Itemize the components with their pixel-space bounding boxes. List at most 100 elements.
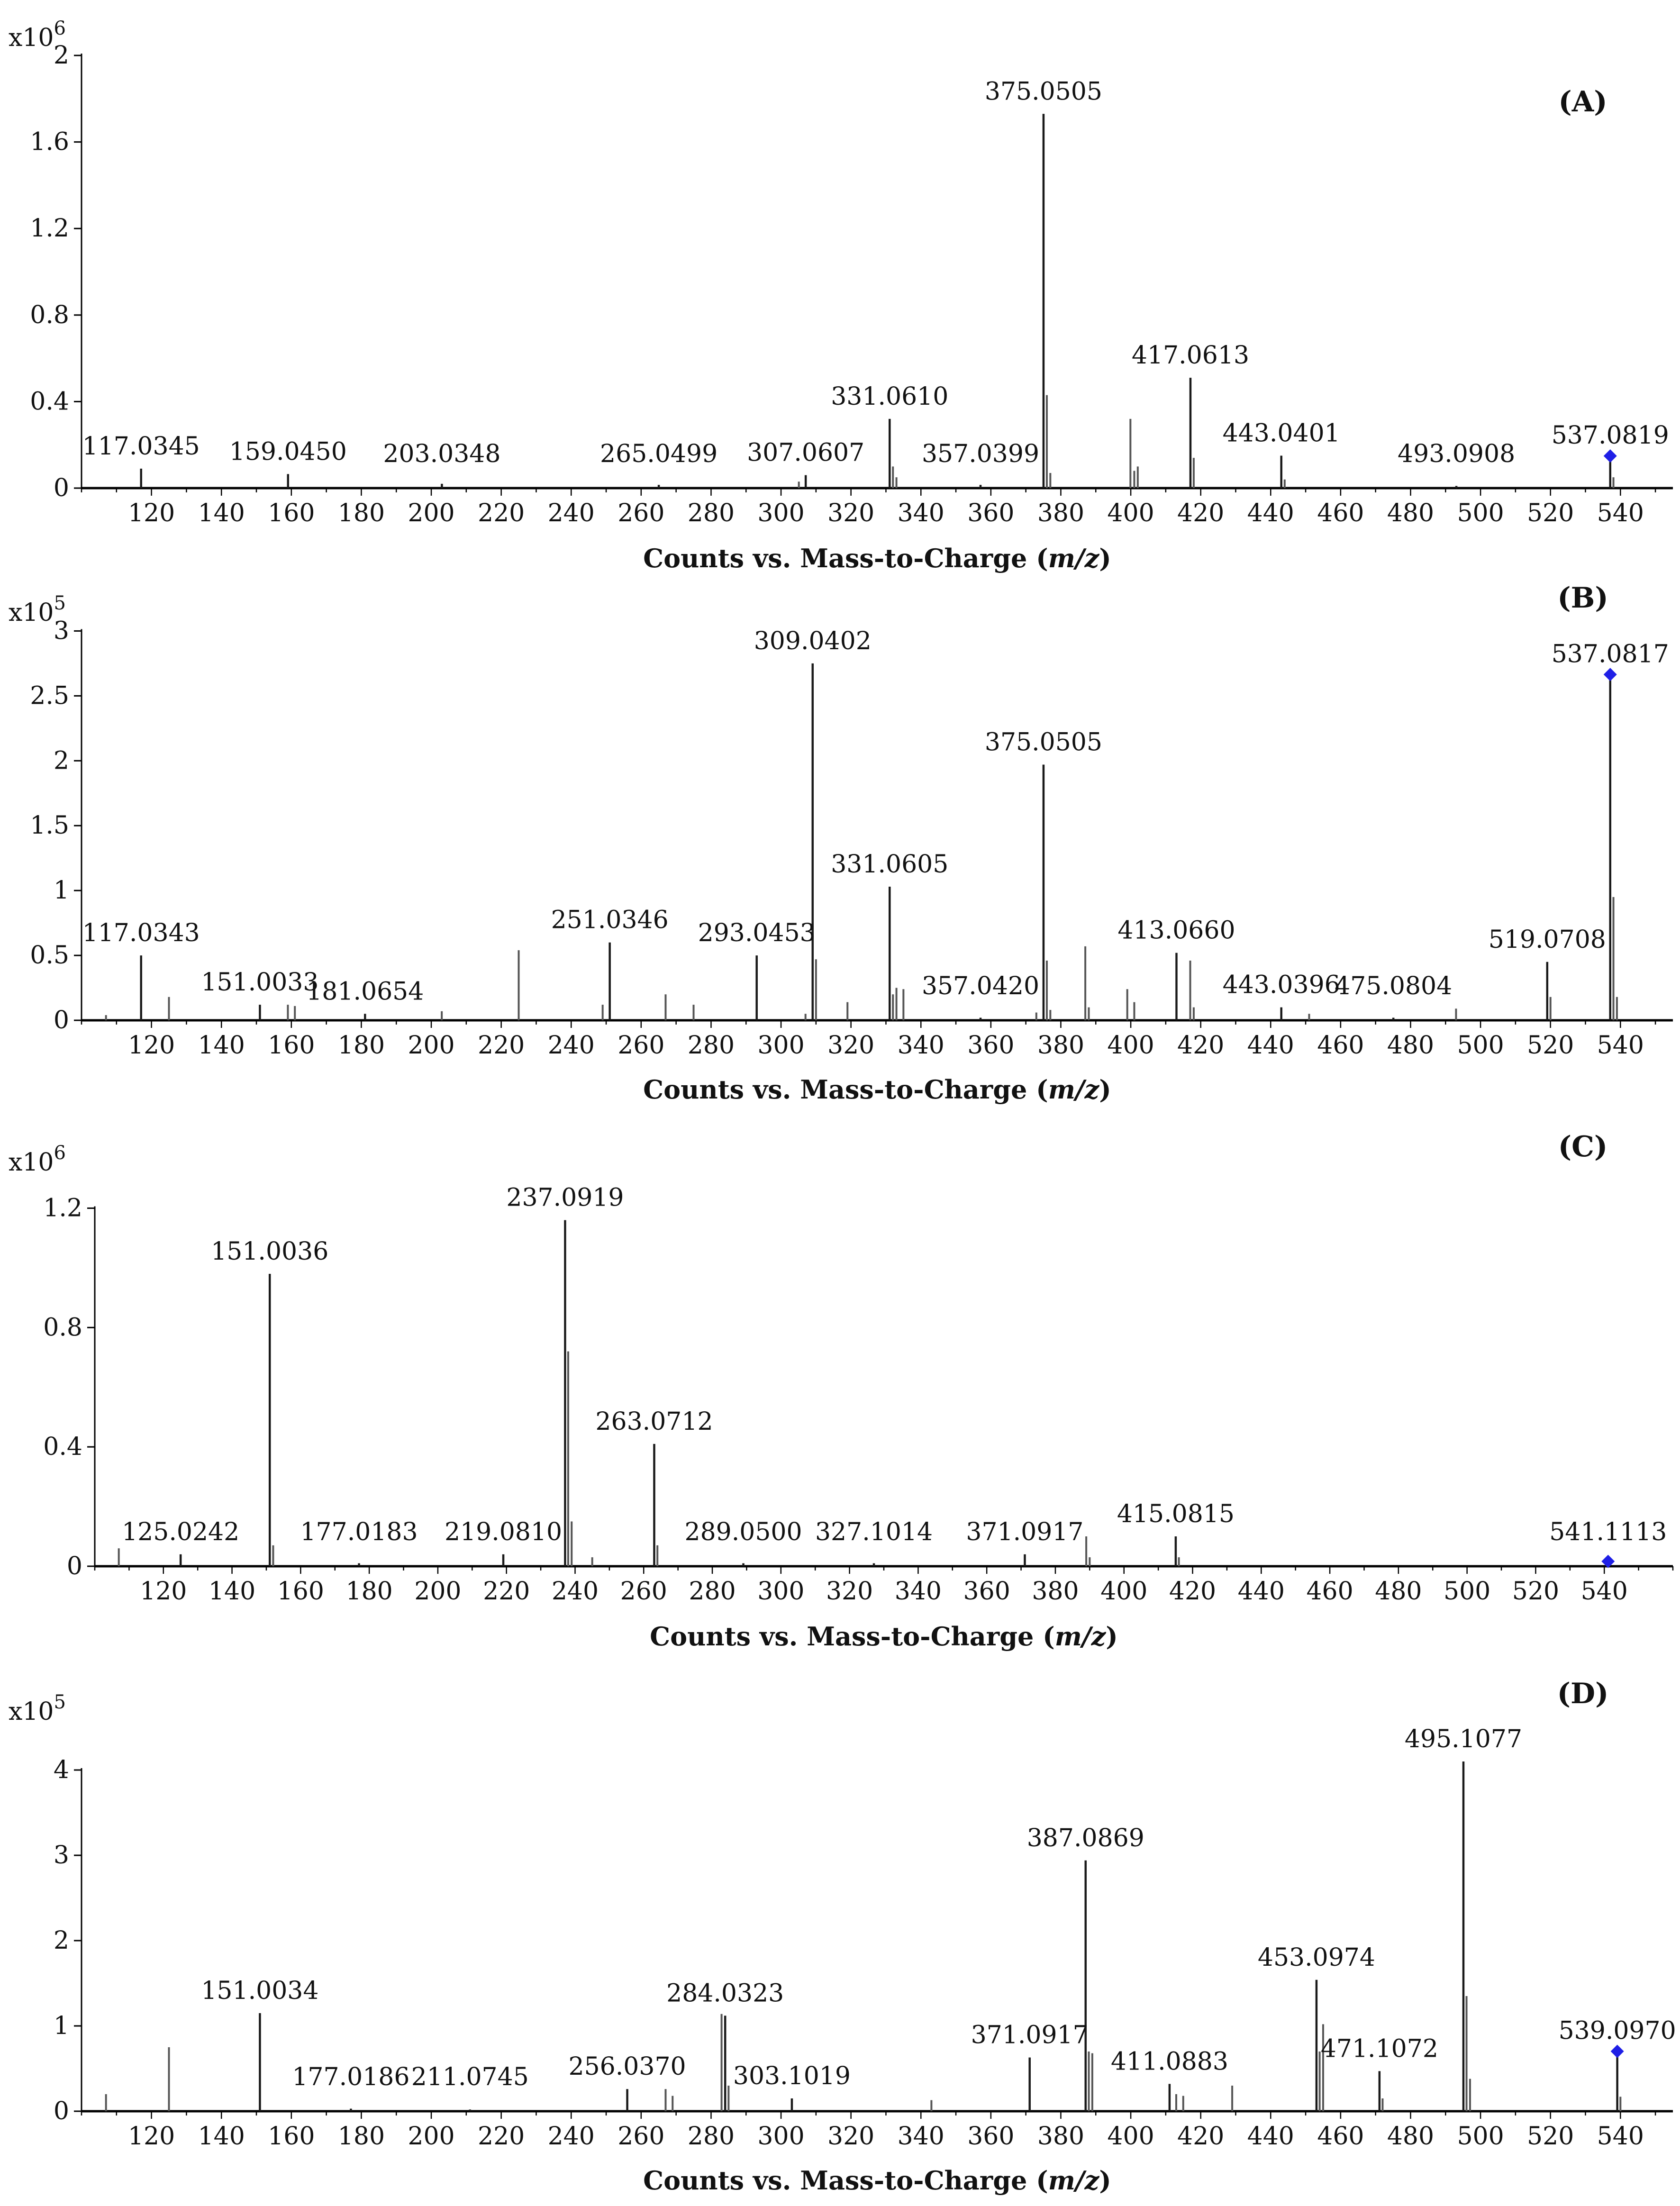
y-tick-label: 0	[54, 1006, 69, 1035]
x-axis-title-unit: m/z	[1048, 543, 1100, 573]
x-tick-label: 420	[1177, 2122, 1224, 2151]
x-tick-label: 120	[128, 499, 175, 527]
x-tick-label: 380	[1032, 1577, 1079, 1606]
peak-label: 159.0450	[229, 437, 347, 466]
peak-label: 177.0183	[300, 1518, 418, 1546]
y-scale-exponent: 6	[54, 1142, 66, 1164]
y-tick-label: 0.4	[30, 387, 69, 416]
x-tick-label: 140	[198, 499, 245, 527]
y-tick-label: 3	[54, 1841, 69, 1870]
y-tick-label: 0.4	[43, 1433, 82, 1461]
peak-label: 495.1077	[1405, 1725, 1522, 1753]
x-tick-label: 140	[198, 2122, 245, 2151]
peak-label: 443.0401	[1223, 419, 1340, 448]
y-scale-factor: x105	[9, 1691, 66, 1726]
x-tick-label: 180	[345, 1577, 392, 1606]
peak-label: 211.0745	[411, 2063, 529, 2091]
x-tick-label: 500	[1457, 499, 1504, 527]
x-tick-label: 300	[757, 2122, 804, 2151]
x-tick-label: 140	[198, 1031, 245, 1060]
x-tick-label: 240	[548, 1031, 595, 1060]
peak-label: 417.0613	[1132, 341, 1249, 370]
x-tick-label: 520	[1527, 2122, 1574, 2151]
peak-label: 293.0453	[698, 919, 816, 947]
x-tick-label: 340	[898, 2122, 944, 2151]
x-axis-title: Counts vs. Mass-to-Charge (m/z)	[643, 1074, 1111, 1105]
peak-label: 181.0654	[306, 977, 424, 1006]
y-scale-base: x10	[9, 1148, 54, 1177]
peak-label: 415.0815	[1117, 1500, 1235, 1528]
x-axis-title: Counts vs. Mass-to-Charge (m/z)	[643, 2165, 1111, 2196]
peak-label: 177.0186	[292, 2063, 409, 2091]
precursor-marker-icon	[1610, 2044, 1624, 2058]
x-tick-label: 340	[898, 1031, 944, 1060]
x-axis-title-prefix: Counts vs. Mass-to-Charge (	[643, 1074, 1048, 1105]
x-tick-label: 500	[1457, 1031, 1504, 1060]
peak-label: 371.0917	[971, 2021, 1089, 2050]
x-tick-label: 300	[757, 499, 804, 527]
x-tick-label: 280	[688, 499, 735, 527]
y-tick-label: 4	[54, 1756, 69, 1784]
precursor-marker-icon	[1603, 668, 1617, 681]
x-tick-label: 320	[827, 499, 874, 527]
precursor-marker-icon	[1603, 449, 1617, 463]
x-tick-label: 480	[1387, 1031, 1434, 1060]
spectrum-panel-a: x106 0 0.4 0.8 1.2 1.6 2 120 140 160 180 200 220 240 2…	[9, 18, 1673, 573]
x-axis-title-prefix: Counts vs. Mass-to-Charge (	[643, 2165, 1048, 2196]
x-tick-label: 120	[128, 1031, 175, 1060]
peak-label: 539.0970	[1559, 2017, 1676, 2045]
x-tick-label: 240	[552, 1577, 599, 1606]
x-tick-label: 160	[277, 1577, 324, 1606]
y-tick-label: 1.2	[43, 1194, 82, 1222]
x-tick-label: 300	[757, 1577, 804, 1606]
x-tick-label: 400	[1107, 2122, 1154, 2151]
x-tick-label: 220	[483, 1577, 530, 1606]
x-tick-label: 180	[338, 499, 385, 527]
x-tick-label: 460	[1317, 499, 1364, 527]
x-tick-label: 140	[209, 1577, 255, 1606]
x-tick-label: 320	[827, 1031, 874, 1060]
x-tick-label: 380	[1037, 499, 1084, 527]
x-axis-title-prefix: Counts vs. Mass-to-Charge (	[643, 543, 1048, 573]
x-tick-label: 220	[478, 2122, 525, 2151]
peak-label: 331.0605	[831, 850, 948, 879]
y-tick-label: 2	[54, 1926, 69, 1955]
peak-label: 151.0033	[201, 968, 318, 997]
peak-label: 541.1113	[1549, 1518, 1667, 1546]
y-tick-label: 0.8	[30, 301, 69, 329]
x-tick-label: 460	[1317, 1031, 1364, 1060]
x-tick-label: 180	[338, 2122, 385, 2151]
y-tick-label: 0	[54, 2097, 69, 2125]
x-tick-label: 380	[1037, 1031, 1084, 1060]
x-tick-label: 520	[1512, 1577, 1559, 1606]
y-tick-label: 1	[54, 876, 69, 905]
peak-label: 387.0869	[1027, 1824, 1144, 1852]
x-axis-title: Counts vs. Mass-to-Charge (m/z)	[650, 1621, 1118, 1652]
spectrum-panel-b: x105 0 0.5 1 1.5 2 2.5 3 120 140 160 180 200 220 240 26…	[9, 581, 1673, 1105]
x-tick-label: 240	[548, 2122, 595, 2151]
x-tick-label: 200	[408, 499, 454, 527]
x-axis-title: Counts vs. Mass-to-Charge (m/z)	[643, 543, 1111, 573]
peak-label: 537.0817	[1552, 640, 1669, 668]
x-tick-label: 320	[826, 1577, 873, 1606]
peak-label: 307.0607	[747, 439, 864, 467]
x-axis-title-suffix: )	[1099, 2165, 1111, 2196]
peak-label: 151.0036	[211, 1237, 328, 1266]
x-tick-label: 440	[1238, 1577, 1285, 1606]
x-tick-label: 440	[1247, 1031, 1294, 1060]
x-tick-label: 420	[1169, 1577, 1216, 1606]
panel-letter: (C)	[1558, 1130, 1608, 1163]
x-tick-label: 200	[408, 1031, 454, 1060]
panel-letter: (B)	[1557, 581, 1608, 615]
y-tick-label: 1.5	[30, 811, 69, 840]
x-axis-title-suffix: )	[1099, 1074, 1111, 1105]
peak-label: 327.1014	[815, 1518, 933, 1546]
x-tick-label: 200	[408, 2122, 454, 2151]
x-tick-label: 420	[1177, 1031, 1224, 1060]
y-scale-exponent: 5	[54, 592, 66, 614]
x-axis-title-suffix: )	[1106, 1621, 1118, 1652]
spectrum-panel-c: x106 0 0.4 0.8 1.2 120 140 160 180 200 220 240 260 28…	[9, 1130, 1674, 1652]
x-tick-label: 460	[1306, 1577, 1353, 1606]
x-tick-label: 340	[895, 1577, 942, 1606]
y-scale-exponent: 6	[54, 18, 66, 39]
